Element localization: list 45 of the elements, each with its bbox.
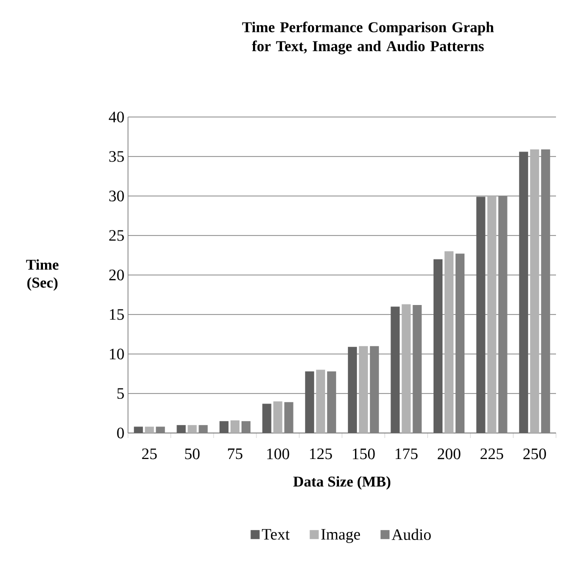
chart-title: Time Performance Comparison Graph for Text, Image and Audio Patterns [242, 22, 494, 54]
legend-label: Text [262, 529, 290, 540]
x-tick-label: 25 [142, 448, 157, 460]
x-tick-label: 150 [352, 448, 375, 460]
y-tick-label: 0 [117, 428, 124, 438]
x-axis-title: Data Size (MB) [293, 476, 390, 490]
bar [134, 426, 143, 433]
x-tick-label: 200 [438, 448, 460, 460]
bar [358, 346, 368, 433]
legend-label: Audio [392, 528, 431, 540]
y-tick-label: 35 [109, 151, 124, 162]
x-tick-label: 125 [310, 448, 332, 460]
y-tick-label: 25 [109, 230, 124, 241]
bar [188, 425, 197, 433]
y-tick-label: 5 [117, 388, 124, 399]
bar [390, 306, 400, 433]
bar [402, 304, 411, 433]
bar [305, 371, 314, 433]
bar [230, 420, 240, 433]
x-tick-label: 50 [185, 448, 200, 460]
x-tick-label: 175 [396, 448, 418, 460]
bar [476, 196, 486, 433]
bar [316, 370, 326, 433]
y-tick-label: 15 [110, 309, 124, 320]
bar [176, 425, 186, 433]
bar [444, 251, 454, 433]
y-tick-label: 10 [110, 348, 124, 360]
x-tick-label: 75 [228, 448, 242, 460]
bar [487, 196, 496, 433]
x-tick-label: 250 [523, 448, 546, 460]
x-tick-label: 225 [480, 448, 504, 460]
y-tick-label: 40 [108, 112, 124, 122]
bar [519, 152, 528, 433]
x-tick-label: 100 [267, 448, 290, 460]
y-tick-label: 30 [109, 190, 124, 202]
legend-label: Image [321, 529, 360, 543]
bar [220, 421, 229, 433]
bar [434, 259, 443, 433]
bar [262, 404, 272, 433]
bar [348, 346, 357, 433]
y-axis-title: Time (Sec) [26, 259, 58, 291]
y-tick-label: 20 [109, 270, 124, 280]
bar [144, 426, 154, 433]
bar [530, 149, 540, 433]
bar [273, 401, 282, 433]
